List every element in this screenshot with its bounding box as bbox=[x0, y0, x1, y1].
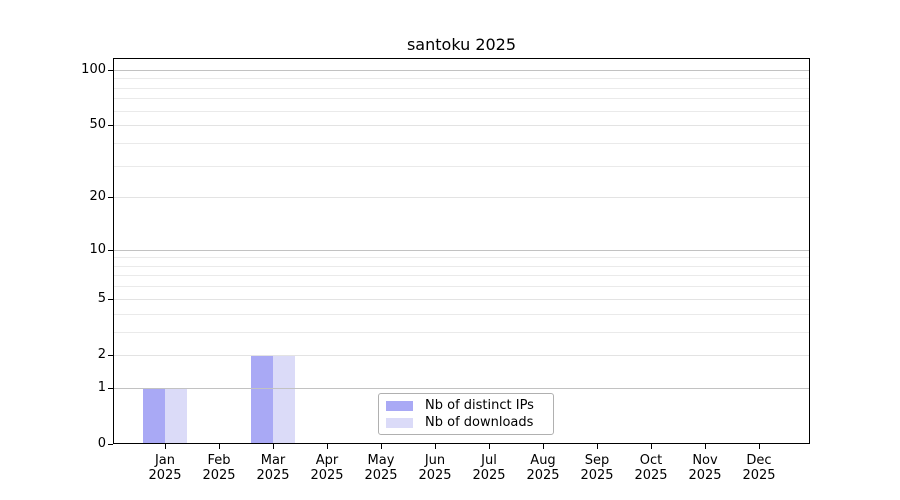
y-tick-label-10: 10 bbox=[89, 242, 106, 257]
gridline-2 bbox=[114, 355, 809, 356]
x-tick-label-0: Jan 2025 bbox=[148, 453, 182, 483]
gridline-5 bbox=[114, 299, 809, 300]
x-tick-label-11: Dec 2025 bbox=[742, 453, 776, 483]
x-tick-9 bbox=[651, 444, 652, 449]
gridline-4 bbox=[114, 314, 809, 315]
gridline-3 bbox=[114, 332, 809, 333]
x-tick-8 bbox=[597, 444, 598, 449]
x-tick-label-6: Jul 2025 bbox=[472, 453, 506, 483]
legend-label-distinct-ips: Nb of distinct IPs bbox=[425, 398, 534, 413]
x-tick-11 bbox=[759, 444, 760, 449]
gridline-9 bbox=[114, 257, 809, 258]
y-tick-0 bbox=[108, 444, 113, 445]
legend-swatch-distinct-ips bbox=[386, 400, 413, 411]
legend: Nb of distinct IPs Nb of downloads bbox=[378, 393, 554, 435]
gridline-80 bbox=[114, 88, 809, 89]
chart-title: santoku 2025 bbox=[406, 35, 517, 54]
y-tick-20 bbox=[108, 197, 113, 198]
bar-downloads-2 bbox=[273, 355, 295, 443]
gridline-100 bbox=[114, 70, 809, 71]
plot-area bbox=[113, 58, 810, 444]
x-tick-label-10: Nov 2025 bbox=[688, 453, 722, 483]
gridline-7 bbox=[114, 275, 809, 276]
legend-label-downloads: Nb of downloads bbox=[425, 415, 534, 430]
gridline-60 bbox=[114, 111, 809, 112]
y-tick-label-0: 0 bbox=[97, 436, 106, 451]
legend-item-downloads: Nb of downloads bbox=[386, 416, 546, 429]
gridline-8 bbox=[114, 266, 809, 267]
gridline-6 bbox=[114, 286, 809, 287]
x-tick-4 bbox=[381, 444, 382, 449]
y-tick-5 bbox=[108, 299, 113, 300]
x-tick-label-2: Mar 2025 bbox=[256, 453, 290, 483]
x-tick-label-9: Oct 2025 bbox=[634, 453, 668, 483]
bar-downloads-0 bbox=[165, 388, 187, 443]
x-tick-label-5: Jun 2025 bbox=[418, 453, 452, 483]
bar-distinct-ips-0 bbox=[143, 388, 165, 443]
x-tick-1 bbox=[219, 444, 220, 449]
y-tick-label-1: 1 bbox=[97, 380, 106, 395]
y-tick-50 bbox=[108, 125, 113, 126]
gridline-40 bbox=[114, 143, 809, 144]
x-tick-label-8: Sep 2025 bbox=[580, 453, 614, 483]
gridline-50 bbox=[114, 125, 809, 126]
x-tick-label-1: Feb 2025 bbox=[202, 453, 236, 483]
gridline-10 bbox=[114, 250, 809, 251]
y-tick-100 bbox=[108, 70, 113, 71]
gridline-1 bbox=[114, 388, 809, 389]
y-tick-1 bbox=[108, 388, 113, 389]
gridline-70 bbox=[114, 98, 809, 99]
x-tick-2 bbox=[273, 444, 274, 449]
legend-item-distinct-ips: Nb of distinct IPs bbox=[386, 399, 546, 412]
x-tick-5 bbox=[435, 444, 436, 449]
y-tick-label-50: 50 bbox=[89, 117, 106, 132]
x-tick-label-4: May 2025 bbox=[364, 453, 398, 483]
y-tick-label-2: 2 bbox=[97, 347, 106, 362]
bar-distinct-ips-2 bbox=[251, 355, 273, 443]
x-tick-label-3: Apr 2025 bbox=[310, 453, 344, 483]
y-tick-10 bbox=[108, 250, 113, 251]
x-tick-6 bbox=[489, 444, 490, 449]
x-tick-7 bbox=[543, 444, 544, 449]
gridline-20 bbox=[114, 197, 809, 198]
x-tick-label-7: Aug 2025 bbox=[526, 453, 560, 483]
y-tick-label-20: 20 bbox=[89, 189, 106, 204]
y-tick-2 bbox=[108, 355, 113, 356]
x-tick-3 bbox=[327, 444, 328, 449]
legend-swatch-downloads bbox=[386, 417, 413, 428]
x-tick-0 bbox=[165, 444, 166, 449]
gridline-90 bbox=[114, 78, 809, 79]
gridline-30 bbox=[114, 166, 809, 167]
x-tick-10 bbox=[705, 444, 706, 449]
y-tick-label-5: 5 bbox=[97, 291, 106, 306]
y-tick-label-100: 100 bbox=[81, 62, 106, 77]
